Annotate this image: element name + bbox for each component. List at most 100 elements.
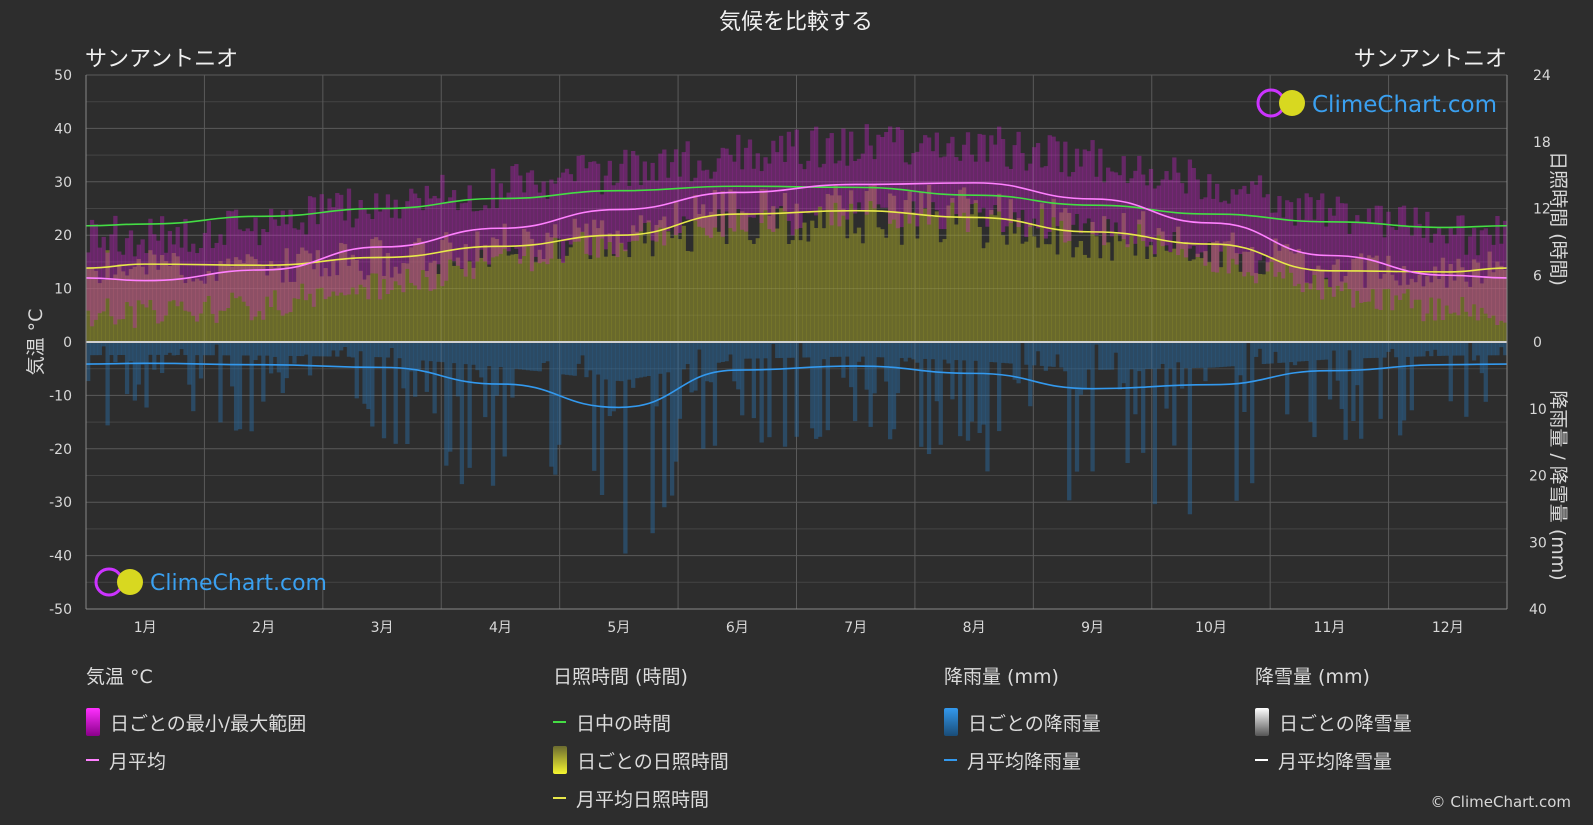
rain-daily-bar <box>654 342 659 407</box>
temp-range-daily-bar <box>276 225 282 311</box>
sunshine-daily-bar <box>113 274 118 342</box>
rain-daily-bar <box>646 342 651 376</box>
sunshine-daily-bar <box>1417 274 1422 342</box>
sunshine-daily-bar <box>1479 283 1485 342</box>
rain-daily-bar <box>296 342 301 357</box>
rain-daily-bar <box>455 342 461 397</box>
temp-range-daily-bar <box>409 188 414 283</box>
temp-range-daily-bar <box>432 195 437 290</box>
rain-daily-bar <box>420 342 426 361</box>
temp-range-daily-bar <box>880 137 885 208</box>
sunshine-daily-bar <box>292 281 297 342</box>
temp-range-daily-bar <box>1008 168 1013 223</box>
rain-daily-bar <box>907 342 912 358</box>
sunshine-daily-bar <box>1320 269 1325 342</box>
rain-daily-bar <box>179 342 184 350</box>
sunshine-daily-bar <box>961 187 967 342</box>
rain-daily-bar <box>381 342 387 439</box>
legend-item: 月平均降雪量 <box>1255 741 1412 779</box>
sunshine-daily-bar <box>144 274 149 342</box>
rain-daily-bar <box>662 342 667 508</box>
sunshine-daily-bar <box>599 220 605 342</box>
rain-daily-bar <box>86 342 91 382</box>
temp-range-daily-bar <box>171 244 176 301</box>
temp-range-daily-bar <box>1429 242 1434 298</box>
y-tick-label-right-hours: 24 <box>1533 68 1551 84</box>
temp-range-daily-bar <box>860 153 866 211</box>
rain-daily-bar <box>1109 342 1115 370</box>
rain-daily-bar <box>829 342 834 357</box>
temp-range-daily-bar <box>459 203 465 269</box>
temp-range-daily-bar <box>315 224 320 289</box>
sunshine-daily-bar <box>1285 244 1290 342</box>
temp-range-daily-bar <box>167 231 173 302</box>
sunshine-daily-bar <box>510 254 515 342</box>
sunshine-daily-bar <box>1253 273 1259 342</box>
temp-range-daily-bar <box>985 161 990 227</box>
temp-range-daily-bar <box>490 168 496 258</box>
sunshine-daily-bar <box>1051 198 1056 342</box>
rain-daily-bar <box>1292 342 1298 366</box>
temp-range-daily-bar <box>1425 211 1430 314</box>
sunshine-daily-bar <box>1090 221 1095 342</box>
rain-daily-bar <box>634 342 640 379</box>
sunshine-daily-bar <box>1362 287 1368 342</box>
temp-range-daily-bar <box>1347 233 1352 290</box>
rain-daily-bar <box>1495 342 1500 356</box>
temp-range-daily-bar <box>969 154 975 205</box>
sunshine-daily-bar <box>1078 240 1084 342</box>
temp-range-daily-bar <box>868 145 873 202</box>
y-tick-label-right-hours: 18 <box>1533 135 1551 151</box>
sunshine-daily-bar <box>596 228 601 342</box>
sunshine-daily-bar <box>580 231 585 342</box>
rain-daily-bar <box>1382 342 1387 358</box>
rain-daily-bar <box>1300 342 1305 362</box>
rain-daily-bar <box>1409 342 1414 411</box>
rain-daily-bar <box>1269 342 1274 364</box>
rain-daily-bar <box>588 342 593 371</box>
temp-range-daily-bar <box>1324 226 1329 278</box>
sunshine-daily-bar <box>86 268 91 342</box>
rain-daily-bar <box>1378 342 1383 419</box>
rain-daily-bar <box>872 342 877 394</box>
rain-daily-swatch <box>944 708 958 736</box>
temp-range-daily-bar <box>113 215 118 325</box>
temp-range-daily-bar <box>1475 255 1481 321</box>
legend-item: 日ごとの降雪量 <box>1255 703 1412 741</box>
x-tick-label: 5月 <box>607 620 630 636</box>
rain-daily-bar <box>1452 342 1457 356</box>
sunshine-daily-bar <box>588 259 593 342</box>
temp-range-daily-bar <box>1090 140 1095 235</box>
temp-range-daily-bar <box>1113 172 1119 223</box>
rain-daily-bar <box>440 342 445 363</box>
sunshine-daily-bar <box>1440 257 1446 342</box>
rain-daily-bar <box>541 342 546 364</box>
temp-range-daily-bar <box>1370 222 1376 290</box>
sunshine-daily-bar <box>300 247 305 342</box>
temp-range-daily-bar <box>428 198 433 291</box>
sunshine-daily-bar <box>782 192 788 342</box>
sunshine-daily-bar <box>463 244 468 342</box>
rain-daily-bar <box>1164 342 1169 409</box>
rain-daily-bar <box>97 342 102 356</box>
sunshine-daily-bar <box>926 184 932 342</box>
rain-daily-bar <box>459 342 465 485</box>
temp-range-daily-bar <box>1405 226 1411 290</box>
rain-daily-bar <box>942 342 947 360</box>
temp-range-daily-bar <box>268 208 274 308</box>
sunshine-daily-bar <box>705 217 710 342</box>
rain-daily-bar <box>1215 342 1220 368</box>
temp-range-daily-bar <box>1164 171 1169 246</box>
sunshine-daily-bar <box>1218 267 1224 342</box>
sunshine-daily-bar <box>1343 275 1348 342</box>
sunshine-daily-bar <box>132 266 138 342</box>
sunshine-daily-bar <box>1148 245 1154 342</box>
sunshine-daily-bar <box>307 253 313 342</box>
rain-daily-bar <box>1324 342 1329 360</box>
rain-daily-bar <box>1273 342 1278 352</box>
rain-daily-bar <box>132 342 138 401</box>
temp-range-daily-bar <box>907 164 912 224</box>
temp-range-daily-bar <box>1366 208 1372 302</box>
temp-range-daily-bar <box>471 211 476 279</box>
rain-daily-bar <box>1479 342 1485 374</box>
